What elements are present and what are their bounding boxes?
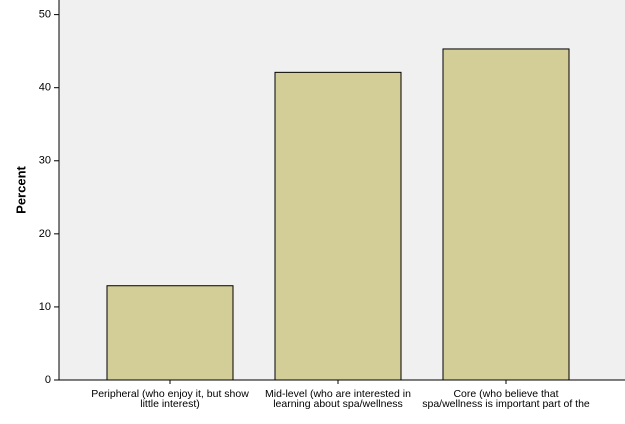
x-tick-label: Core (who believe that spa/wellness is i… [422, 388, 590, 410]
y-axis-label: Percent [13, 165, 28, 213]
x-tick-label: Mid-level (who are interested in learnin… [265, 388, 411, 410]
x-tick-label: Peripheral (who enjoy it, but show littl… [91, 388, 249, 410]
bar [106, 285, 234, 381]
bar [274, 71, 402, 381]
y-tick-label: 0 [45, 374, 51, 386]
y-tick-label: 10 [39, 301, 51, 313]
y-tick-label: 50 [39, 9, 51, 21]
bar [442, 48, 570, 381]
y-tick-label: 20 [39, 228, 51, 240]
y-tick-label: 40 [39, 82, 51, 94]
y-tick-label: 30 [39, 155, 51, 167]
